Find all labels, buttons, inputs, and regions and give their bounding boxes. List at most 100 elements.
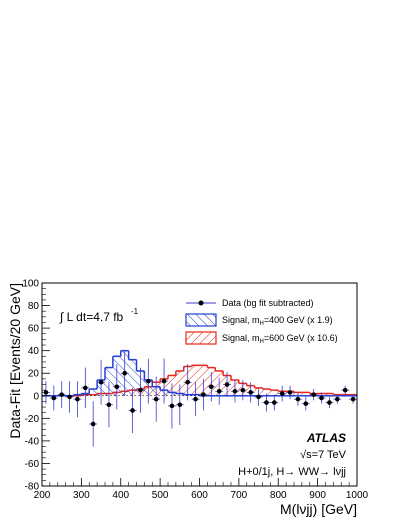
series-layer xyxy=(42,349,357,397)
data-marker xyxy=(232,388,238,394)
data-marker xyxy=(287,390,293,395)
data-marker xyxy=(342,387,348,393)
y-tick-label: 100 xyxy=(22,279,39,290)
data-marker xyxy=(279,391,285,396)
legend: Data (bg fit subtracted) Signal, mH=400 … xyxy=(185,298,338,345)
data-point xyxy=(207,372,216,402)
data-points-layer xyxy=(42,350,357,447)
luminosity-superscript: -1 xyxy=(131,307,139,316)
data-point xyxy=(65,381,74,413)
data-point xyxy=(112,364,121,410)
y-tick-label: 0 xyxy=(33,391,39,402)
data-point xyxy=(309,389,318,401)
data-marker xyxy=(327,400,332,405)
data-point xyxy=(301,396,310,411)
x-tick-label: 600 xyxy=(191,490,208,501)
luminosity-text: ∫ L dt=4.7 fb xyxy=(59,310,124,324)
data-marker xyxy=(169,403,175,409)
data-point xyxy=(278,385,287,402)
data-marker xyxy=(59,392,64,397)
x-tick-label: 900 xyxy=(309,490,326,501)
energy-label: √s=7 TeV xyxy=(300,449,347,461)
data-point xyxy=(262,393,271,412)
data-point xyxy=(183,364,192,401)
data-marker xyxy=(153,396,159,402)
series-1-fill xyxy=(42,350,357,396)
legend-signal-600-sub: H xyxy=(260,339,264,345)
data-point xyxy=(325,396,334,409)
data-marker xyxy=(209,384,214,390)
series-2-fill xyxy=(42,365,357,396)
y-axis: -80 -60 -40 -20 0 20 40 60 80 100 xyxy=(22,279,50,493)
data-marker xyxy=(130,408,135,413)
data-point xyxy=(73,381,82,418)
data-point xyxy=(238,379,247,401)
data-point xyxy=(42,381,50,404)
data-marker xyxy=(311,392,316,397)
x-tick-label: 500 xyxy=(152,490,169,501)
data-point xyxy=(49,385,58,411)
data-point xyxy=(81,367,90,409)
data-point xyxy=(144,358,153,404)
data-marker xyxy=(201,392,206,397)
data-point xyxy=(160,358,168,404)
data-marker xyxy=(177,402,183,408)
data-marker xyxy=(98,379,104,385)
x-tick-label: 1000 xyxy=(346,490,369,501)
data-point xyxy=(191,382,200,417)
data-point xyxy=(175,384,184,426)
data-point xyxy=(246,382,255,403)
data-point xyxy=(128,387,137,433)
data-marker xyxy=(90,421,96,427)
data-marker xyxy=(224,382,230,387)
data-marker xyxy=(67,394,72,400)
data-marker xyxy=(51,395,57,401)
data-point xyxy=(105,382,113,428)
legend-entry-signal-400: Signal, mH=400 GeV (x 1.9) xyxy=(185,313,333,327)
x-axis-title: M(lνjj) [GeV] xyxy=(280,501,357,517)
data-marker xyxy=(161,378,167,384)
atlas-label: ATLAS xyxy=(306,431,346,445)
x-tick-label: 800 xyxy=(270,490,287,501)
y-tick-label: -60 xyxy=(25,459,40,470)
data-marker xyxy=(122,370,127,376)
data-point xyxy=(333,394,342,404)
data-point xyxy=(89,401,98,447)
data-marker xyxy=(106,402,112,408)
data-point xyxy=(152,376,161,422)
data-point xyxy=(294,392,302,406)
y-tick-label: 20 xyxy=(28,369,40,380)
data-marker xyxy=(319,395,324,401)
legend-signal-600-label: Signal, mH=600 GeV (x 10.6) xyxy=(222,333,338,345)
legend-entry-signal-600: Signal, mH=600 GeV (x 10.6) xyxy=(185,331,338,345)
y-tick-label: -20 xyxy=(25,414,40,425)
data-point xyxy=(270,394,279,411)
data-point xyxy=(341,385,350,395)
data-marker xyxy=(272,400,277,405)
data-point xyxy=(215,377,224,405)
data-marker xyxy=(75,396,80,402)
data-marker xyxy=(146,378,151,384)
data-point xyxy=(136,367,145,413)
data-marker xyxy=(350,396,356,402)
x-tick-label: 400 xyxy=(112,490,129,501)
data-marker xyxy=(138,387,143,393)
legend-signal-600-swatch xyxy=(185,331,217,345)
data-marker xyxy=(240,387,246,393)
data-marker xyxy=(256,394,261,400)
channel-label: H+0/1j, H→ WW→ lνjj xyxy=(238,466,346,478)
legend-entry-data: Data (bg fit subtracted) xyxy=(186,298,314,308)
data-marker xyxy=(335,396,340,402)
y-tick-label: 80 xyxy=(28,301,40,312)
legend-data-label: Data (bg fit subtracted) xyxy=(222,298,314,308)
data-marker xyxy=(264,400,269,405)
x-axis: 200 300 400 500 600 700 800 900 1000 xyxy=(34,478,369,501)
data-point xyxy=(120,350,129,396)
x-tick-label: 200 xyxy=(34,490,51,501)
data-point xyxy=(254,387,263,406)
data-point xyxy=(199,378,208,411)
legend-signal-400-sub: H xyxy=(260,321,264,327)
y-tick-label: -40 xyxy=(25,436,40,447)
